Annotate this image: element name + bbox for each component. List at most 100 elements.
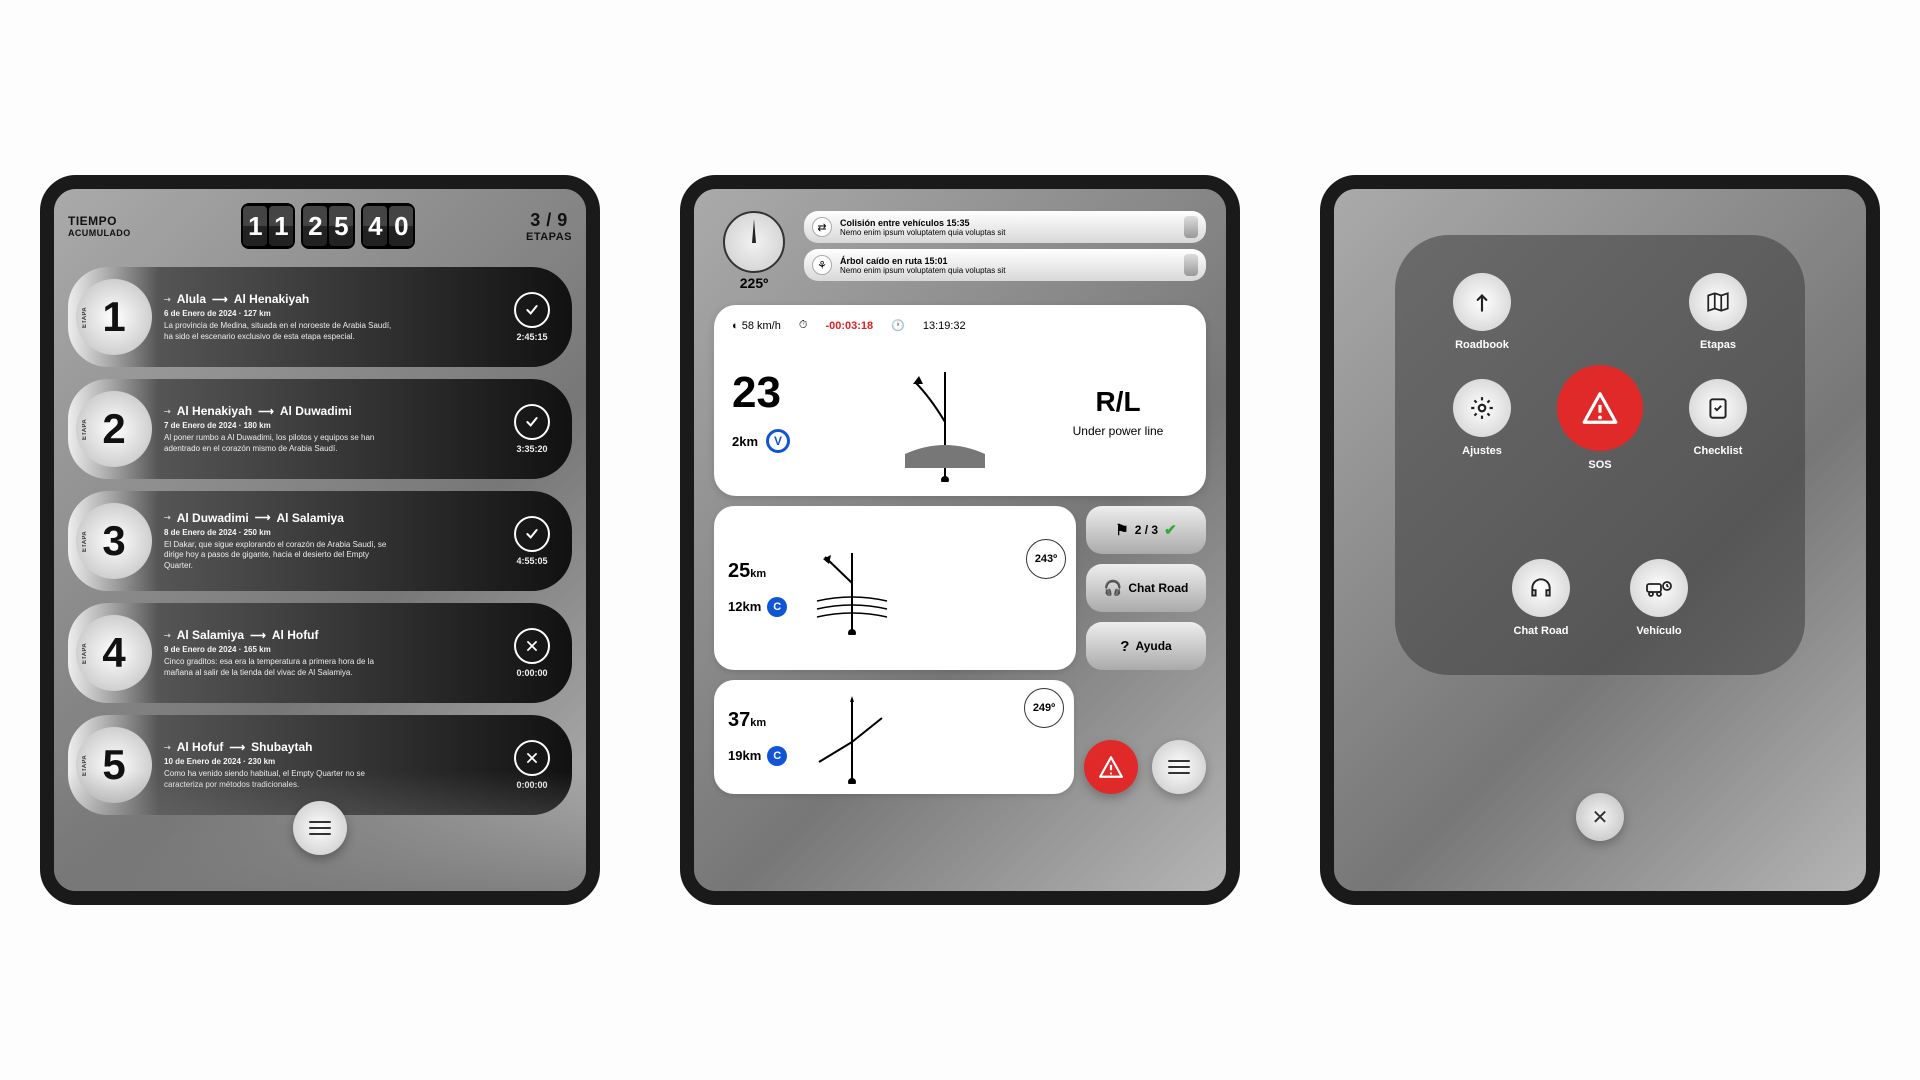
alert-body: Nemo enim ipsum voluptatem quia voluptas… [840, 266, 1176, 275]
gear-icon [1453, 379, 1511, 437]
menu-etapas[interactable]: Etapas [1689, 273, 1747, 351]
stage-route: ⇢ Al Hofuf ⟶ Shubaytah [164, 740, 494, 754]
stage-number-badge: ETAPA5 [76, 727, 152, 803]
chat-road-label: Chat Road [1128, 581, 1188, 595]
stage-card[interactable]: ETAPA1 ⇢ Alula ⟶ Al Henakiyah 6 de Enero… [68, 267, 572, 367]
stage-number-badge: ETAPA2 [76, 391, 152, 467]
next-partial: 19km [728, 748, 761, 763]
close-button[interactable]: ✕ [1576, 793, 1624, 841]
flip-clock: 1 1 2 5 4 0 [141, 203, 516, 249]
nav-stats: 58 km/h ⏱ -00:03:18 🕐 13:19:32 [732, 319, 1188, 332]
arrow-icon: ⟶ [229, 741, 245, 754]
menu-label: Chat Road [1512, 625, 1570, 637]
stage-description: El Dakar, que sigue explorando el corazó… [164, 540, 394, 571]
v-badge-icon: V [766, 429, 790, 453]
check-icon [514, 404, 550, 440]
screen-navigation: 225º ⇄ Colisión entre vehículos 15:35 Ne… [694, 189, 1226, 891]
screen-menu: Roadbook Etapas Ajustes SOS [1334, 189, 1866, 891]
stage-route: ⇢ Al Salamiya ⟶ Al Hofuf [164, 628, 494, 642]
stage-date: 10 de Enero de 2024 · 230 km [164, 757, 494, 766]
arrow-icon: ⟶ [250, 629, 266, 642]
alert-title: Colisión entre vehículos 15:35 [840, 218, 1176, 228]
next-distance: 37 [728, 709, 750, 731]
stage-time: 2:45:15 [506, 332, 558, 342]
stage-card[interactable]: ETAPA3 ⇢ Al Duwadimi ⟶ Al Salamiya 8 de … [68, 491, 572, 591]
stage-status: 4:55:05 [506, 516, 558, 566]
clock-digit: 1 [243, 206, 267, 246]
checklist-icon [1689, 379, 1747, 437]
map-icon [1689, 273, 1747, 331]
stage-time: 0:00:00 [506, 668, 558, 678]
waypoint-counter-pill[interactable]: ⚑ 2 / 3 ✔ [1086, 506, 1206, 554]
compass-widget[interactable]: 225º [714, 211, 794, 291]
menu-button[interactable] [1152, 740, 1206, 794]
stage-from: Al Salamiya [177, 628, 244, 642]
waypoint-progress: 2 / 3 [1135, 523, 1158, 537]
stage-card[interactable]: ETAPA2 ⇢ Al Henakiyah ⟶ Al Duwadimi 7 de… [68, 379, 572, 479]
menu-button[interactable] [293, 801, 347, 855]
menu-checklist[interactable]: Checklist [1689, 379, 1747, 457]
nav-main-card[interactable]: 58 km/h ⏱ -00:03:18 🕐 13:19:32 23 2km V [714, 305, 1206, 496]
tulip-diagram [842, 342, 1048, 482]
stage-list[interactable]: ETAPA1 ⇢ Alula ⟶ Al Henakiyah 6 de Enero… [68, 267, 572, 815]
waypoint-number: 23 [732, 371, 842, 415]
stage-body: ⇢ Alula ⟶ Al Henakiyah 6 de Enero de 202… [164, 292, 494, 342]
tablet-menu: Roadbook Etapas Ajustes SOS [1320, 175, 1880, 905]
alert-item[interactable]: ⇄ Colisión entre vehículos 15:35 Nemo en… [804, 211, 1206, 243]
tulip-diagram: 249º [797, 692, 1060, 782]
help-icon: ? [1120, 638, 1129, 655]
next-distance: 25 [728, 560, 750, 582]
stage-time: 3:35:20 [506, 444, 558, 454]
stage-to: Al Hofuf [272, 628, 319, 642]
stage-card[interactable]: ETAPA5 ⇢ Al Hofuf ⟶ Shubaytah 10 de Ener… [68, 715, 572, 815]
nav-next-card[interactable]: 37km 19kmC 249º [714, 680, 1074, 794]
clock-icon: 🕐 [891, 319, 905, 332]
stage-to: Al Duwadimi [280, 404, 352, 418]
stopwatch-icon: ⏱ [799, 319, 808, 332]
stage-card[interactable]: ETAPA4 ⇢ Al Salamiya ⟶ Al Hofuf 9 de Ene… [68, 603, 572, 703]
stage-date: 8 de Enero de 2024 · 250 km [164, 528, 494, 537]
stage-time: 0:00:00 [506, 780, 558, 790]
sos-button[interactable] [1084, 740, 1138, 794]
arrow-icon: ⟶ [258, 405, 274, 418]
menu-roadbook[interactable]: Roadbook [1453, 273, 1511, 351]
menu-chat-road[interactable]: Chat Road [1512, 559, 1570, 637]
stage-date: 9 de Enero de 2024 · 165 km [164, 645, 494, 654]
menu-panel: Roadbook Etapas Ajustes SOS [1395, 235, 1805, 675]
menu-label: Ajustes [1453, 445, 1511, 457]
check-icon: ✔ [1164, 521, 1177, 539]
menu-vehiculo[interactable]: Vehículo [1630, 559, 1688, 637]
nav-next-card[interactable]: 25km 12kmC 243º [714, 506, 1076, 670]
help-button[interactable]: ? Ayuda [1086, 622, 1206, 670]
stage-to: Al Henakiyah [234, 292, 309, 306]
close-icon [514, 740, 550, 776]
clock-digit: 0 [389, 206, 413, 246]
warning-icon [1557, 365, 1643, 451]
c-badge-icon: C [767, 597, 787, 617]
tablet-stages: TIEMPO ACUMULADO 1 1 2 5 4 0 3 / 9 [40, 175, 600, 905]
clock-digit: 4 [363, 206, 387, 246]
menu-label: Etapas [1689, 339, 1747, 351]
chat-road-button[interactable]: 🎧 Chat Road [1086, 564, 1206, 612]
screen-stages: TIEMPO ACUMULADO 1 1 2 5 4 0 3 / 9 [54, 189, 586, 891]
stage-description: Como ha venido siendo habitual, el Empty… [164, 769, 394, 790]
nav-third-row: 37km 19kmC 249º [714, 680, 1206, 794]
alert-scroll-icon[interactable] [1184, 254, 1198, 276]
tiempo-title: TIEMPO [68, 214, 131, 228]
nav-instruction: R/L Under power line [1048, 386, 1188, 438]
alert-item[interactable]: ⚘ Árbol caído en ruta 15:01 Nemo enim ip… [804, 249, 1206, 281]
close-icon [514, 628, 550, 664]
etapas-counter: 3 / 9 ETAPAS [526, 210, 572, 243]
menu-ajustes[interactable]: Ajustes [1453, 379, 1511, 457]
check-icon [514, 516, 550, 552]
etapas-count: 3 / 9 [526, 210, 572, 231]
vehicle-icon [1630, 559, 1688, 617]
c-badge-icon: C [767, 746, 787, 766]
tulip-diagram: 243º [797, 543, 1062, 633]
tree-icon: ⚘ [812, 255, 832, 275]
menu-sos[interactable]: SOS [1557, 365, 1643, 471]
alert-scroll-icon[interactable] [1184, 216, 1198, 238]
clock-digit: 5 [329, 206, 353, 246]
alert-title: Árbol caído en ruta 15:01 [840, 256, 1176, 266]
instruction-code: R/L [1048, 386, 1188, 418]
